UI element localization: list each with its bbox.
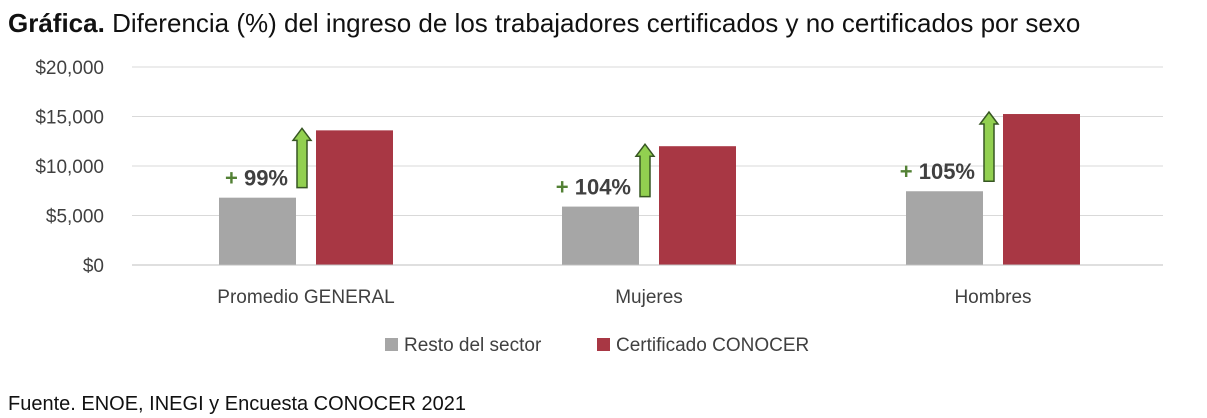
y-tick-label: $0: [83, 256, 104, 277]
increase-arrow-icon: [291, 127, 313, 189]
chart-title: Gráfica. Diferencia (%) del ingreso de l…: [8, 8, 1080, 39]
percent-label: + 105%: [900, 159, 975, 184]
bar-resto-del-sector: [906, 191, 983, 265]
legend-swatch-conocer: [597, 338, 610, 351]
legend-swatch-resto: [385, 338, 398, 351]
increase-arrow-icon: [978, 110, 1000, 182]
bar-certificado-conocer: [1003, 114, 1080, 266]
source-note: Fuente. ENOE, INEGI y Encuesta CONOCER 2…: [8, 393, 466, 415]
bar-certificado-conocer: [659, 146, 736, 265]
legend-label: Resto del sector: [404, 335, 542, 356]
percent-label: + 104%: [556, 175, 631, 200]
x-tick-label: Hombres: [954, 287, 1031, 308]
y-tick-label: $5,000: [46, 207, 104, 228]
y-tick-label: $15,000: [35, 108, 104, 129]
bar-certificado-conocer: [316, 130, 393, 265]
y-tick-label: $20,000: [35, 58, 104, 79]
percent-label: + 99%: [225, 166, 288, 191]
increase-arrow-icon: [634, 142, 656, 198]
legend-label: Certificado CONOCER: [616, 335, 809, 356]
bar-chart: $0 $5,000 $10,000 $15,000 $20,000 Promedio GE…: [35, 58, 1163, 356]
bar-resto-del-sector: [219, 197, 296, 265]
y-tick-label: $10,000: [35, 157, 104, 178]
chart-title-text: Diferencia (%) del ingreso de los trabaj…: [112, 8, 1081, 38]
x-tick-label: Mujeres: [615, 287, 683, 308]
x-tick-label: Promedio GENERAL: [217, 287, 394, 308]
chart-title-prefix: Gráfica.: [8, 8, 105, 38]
bar-resto-del-sector: [562, 206, 639, 265]
